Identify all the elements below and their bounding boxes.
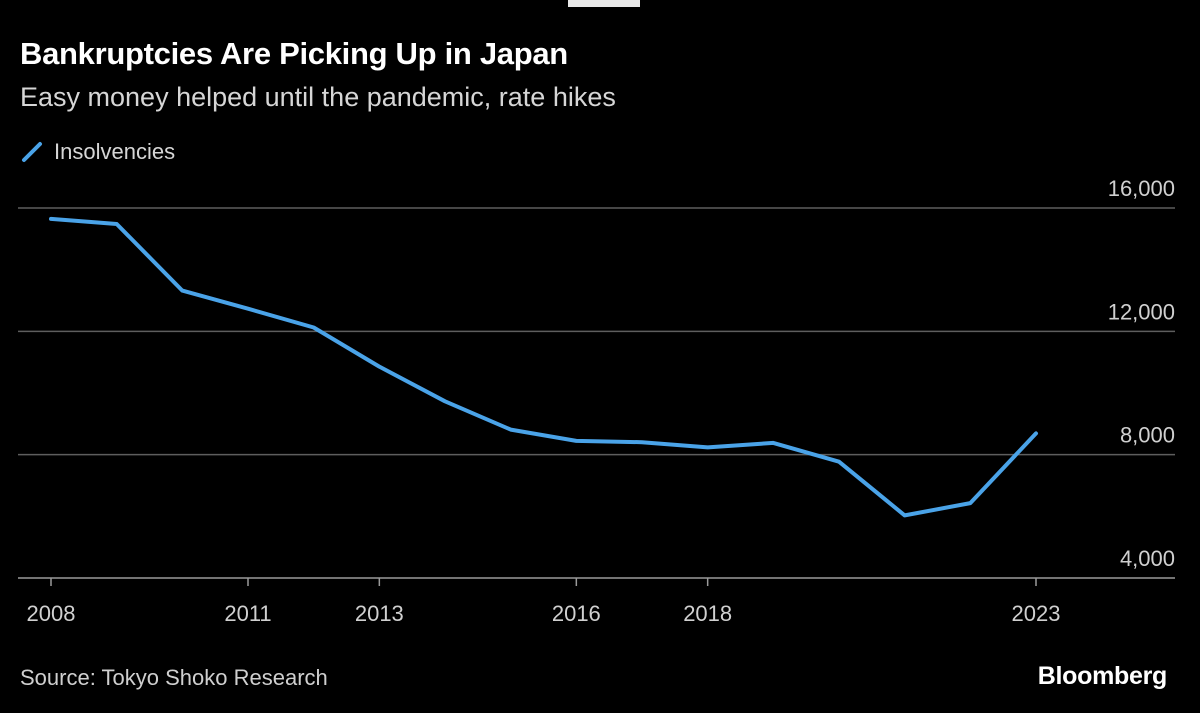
x-tick-label: 2008 bbox=[27, 601, 76, 626]
data-point bbox=[180, 289, 184, 293]
legend: Insolvencies bbox=[20, 138, 175, 166]
top-tab bbox=[568, 0, 640, 7]
data-point bbox=[706, 445, 710, 449]
x-tick-label: 2011 bbox=[224, 601, 271, 626]
source-note: Source: Tokyo Shoko Research bbox=[20, 665, 328, 690]
data-point bbox=[1034, 431, 1038, 435]
data-point bbox=[574, 439, 578, 443]
data-point bbox=[49, 217, 53, 221]
chart-subtitle: Easy money helped until the pandemic, ra… bbox=[20, 82, 616, 112]
data-point bbox=[115, 222, 119, 226]
data-point bbox=[509, 428, 513, 432]
y-tick-label: 4,000 bbox=[1120, 546, 1175, 571]
chart-title: Bankruptcies Are Picking Up in Japan bbox=[20, 36, 568, 71]
grid-lines bbox=[18, 207, 1175, 456]
data-point bbox=[312, 326, 316, 330]
x-tick-label: 2016 bbox=[552, 601, 601, 626]
data-point bbox=[246, 307, 250, 311]
y-tick-label: 8,000 bbox=[1120, 423, 1175, 448]
x-tick-label: 2018 bbox=[683, 601, 732, 626]
y-tick-label: 16,000 bbox=[1108, 176, 1175, 201]
data-point bbox=[771, 441, 775, 445]
x-tick-label: 2013 bbox=[355, 601, 404, 626]
series-line-insolvencies bbox=[49, 216, 1038, 518]
x-axis bbox=[18, 577, 1175, 586]
data-point bbox=[837, 460, 841, 464]
bloomberg-logo: Bloomberg bbox=[1037, 662, 1168, 690]
x-axis-labels: 2008 2011 2013 2016 2018 2023 bbox=[27, 601, 1061, 626]
data-point bbox=[640, 440, 644, 444]
legend-line-icon bbox=[22, 142, 42, 162]
data-point bbox=[903, 513, 907, 517]
data-point bbox=[377, 365, 381, 369]
x-tick-label: 2023 bbox=[1012, 601, 1061, 626]
data-point bbox=[968, 501, 972, 505]
data-point bbox=[443, 399, 447, 403]
series bbox=[49, 216, 1038, 518]
y-tick-label: 12,000 bbox=[1108, 299, 1175, 324]
y-axis-labels: 16,000 12,000 8,000 4,000 bbox=[1108, 176, 1175, 571]
legend-label: Insolvencies bbox=[54, 139, 176, 164]
